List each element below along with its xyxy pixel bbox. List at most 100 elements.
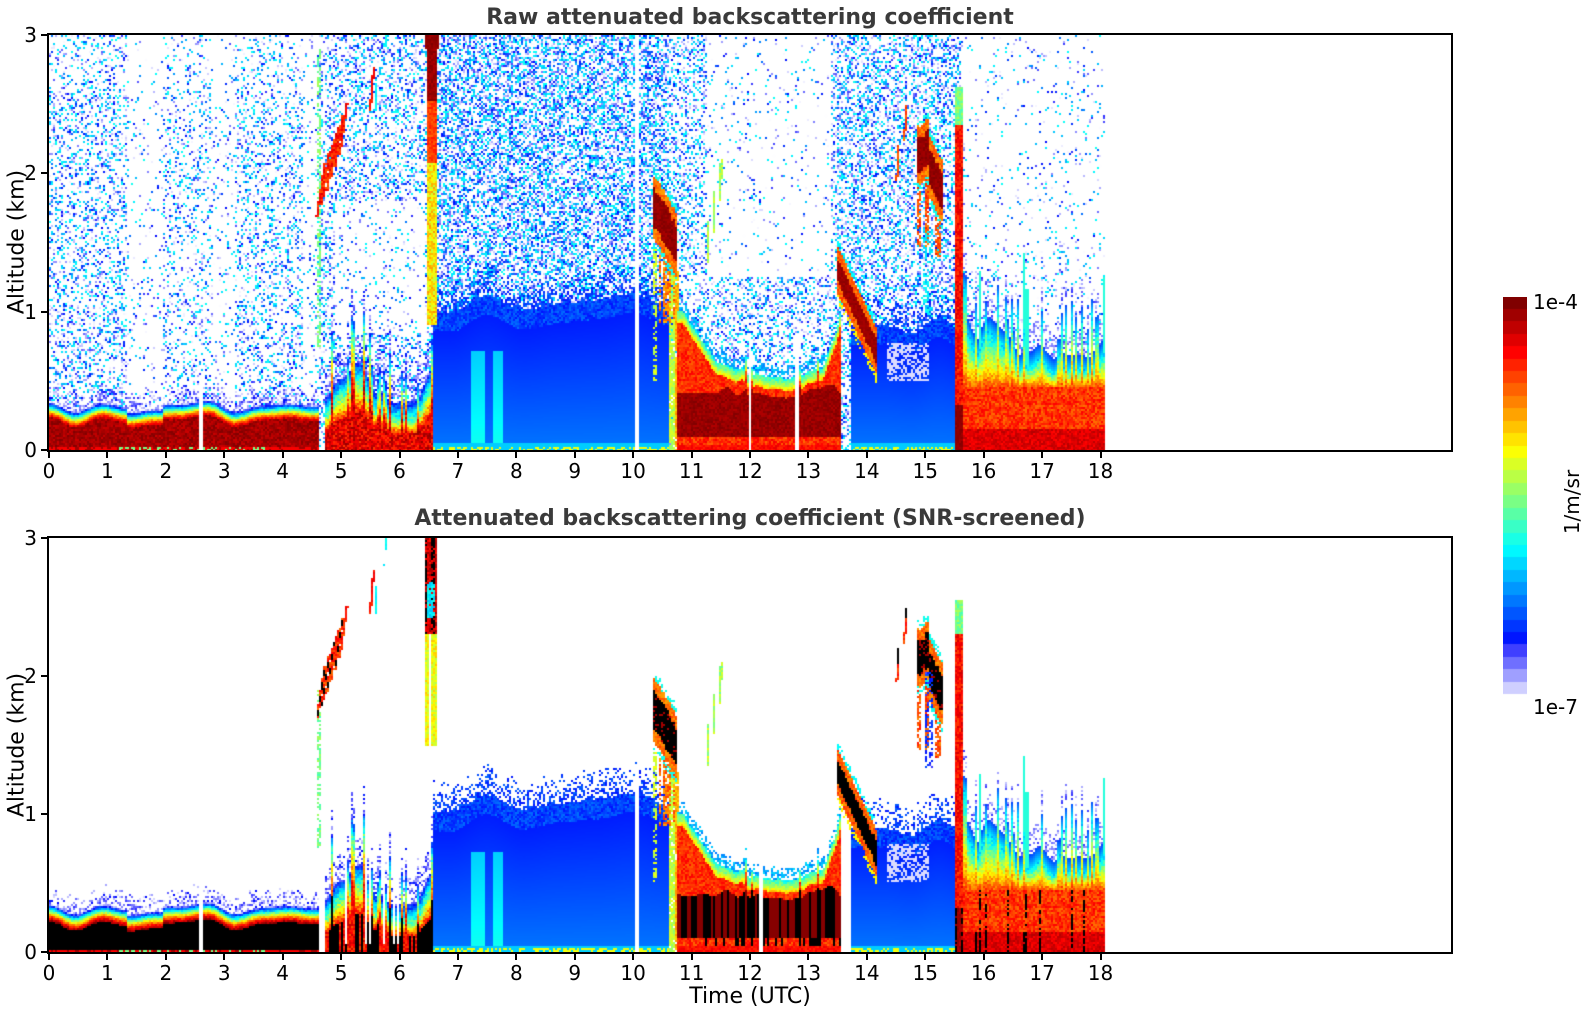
x-tick-label: 14 xyxy=(854,459,880,483)
x-tick xyxy=(281,952,284,960)
x-tick-label: 10 xyxy=(620,459,646,483)
x-tick-label: 18 xyxy=(1087,961,1114,985)
x-tick xyxy=(807,450,810,458)
y-tick xyxy=(41,449,49,451)
x-tick xyxy=(340,450,343,458)
x-tick xyxy=(106,952,109,960)
x-tick-label: 17 xyxy=(1029,459,1055,483)
x-tick-label: 1 xyxy=(101,459,114,483)
x-tick-label: 4 xyxy=(276,459,290,483)
x-tick-label: 17 xyxy=(1029,961,1055,985)
y-tick xyxy=(41,675,49,677)
x-tick-label: 18 xyxy=(1087,459,1114,483)
x-tick-label: 13 xyxy=(795,961,822,985)
x-tick-label: 16 xyxy=(970,961,997,985)
x-tick xyxy=(456,952,459,960)
x-tick-label: 1 xyxy=(101,961,114,985)
x-tick-label: 15 xyxy=(912,961,938,985)
x-tick-label: 0 xyxy=(42,961,56,985)
x-tick xyxy=(515,450,518,458)
x-tick-label: 10 xyxy=(620,961,646,985)
x-tick-label: 3 xyxy=(217,459,231,483)
raw-y-axis-label: Altitude (km) xyxy=(4,169,30,315)
x-tick-label: 12 xyxy=(737,459,763,483)
x-tick xyxy=(106,450,109,458)
x-tick xyxy=(164,450,167,458)
x-tick xyxy=(924,450,927,458)
x-tick-label: 4 xyxy=(276,961,290,985)
x-tick xyxy=(982,450,985,458)
raw-backscatter-heatmap xyxy=(49,35,1451,450)
colorbar-unit-label: 1/m/sr xyxy=(1560,469,1584,535)
x-tick xyxy=(573,450,576,458)
y-tick xyxy=(41,34,49,36)
x-tick xyxy=(515,952,518,960)
x-tick-label: 15 xyxy=(912,459,938,483)
y-tick-label: 0 xyxy=(24,940,37,964)
y-tick-label: 0 xyxy=(24,438,37,462)
x-tick-label: 2 xyxy=(159,459,173,483)
x-tick xyxy=(223,450,226,458)
x-tick xyxy=(807,952,810,960)
screened-y-axis-label: Altitude (km) xyxy=(4,672,30,818)
x-tick-label: 13 xyxy=(795,459,822,483)
colorbar xyxy=(1503,297,1527,707)
y-tick-label: 2 xyxy=(24,664,37,688)
x-axis-label: Time (UTC) xyxy=(689,984,811,1009)
x-tick xyxy=(48,450,50,458)
x-tick xyxy=(340,952,343,960)
x-tick xyxy=(1099,450,1102,458)
x-tick xyxy=(924,952,927,960)
x-tick-label: 5 xyxy=(334,961,348,985)
x-tick-label: 7 xyxy=(451,459,465,483)
x-tick-label: 8 xyxy=(509,961,523,985)
y-tick-label: 2 xyxy=(24,161,37,186)
x-tick-label: 0 xyxy=(42,459,56,483)
x-tick-label: 6 xyxy=(393,459,406,483)
x-tick xyxy=(1041,952,1044,960)
x-tick xyxy=(632,450,635,458)
x-tick xyxy=(398,952,401,960)
x-tick xyxy=(1099,952,1102,960)
y-tick-label: 3 xyxy=(24,23,37,47)
plot-screened-title: Attenuated backscattering coefficient (S… xyxy=(414,506,1086,531)
x-tick-label: 12 xyxy=(737,961,763,985)
x-tick xyxy=(164,952,167,960)
x-tick-label: 2 xyxy=(159,961,173,985)
x-tick xyxy=(749,952,751,960)
y-tick xyxy=(41,172,49,175)
x-tick xyxy=(1041,450,1044,458)
x-tick xyxy=(456,450,459,458)
y-tick xyxy=(41,537,49,539)
x-tick-label: 8 xyxy=(509,459,523,483)
x-tick-label: 11 xyxy=(678,459,705,483)
x-tick xyxy=(48,952,50,960)
screened-backscatter-heatmap xyxy=(49,538,1451,952)
colorbar-min-label: 1e-7 xyxy=(1533,695,1578,719)
y-tick xyxy=(41,951,49,953)
x-tick xyxy=(865,450,868,458)
x-tick xyxy=(865,952,868,960)
x-tick-label: 5 xyxy=(334,459,348,483)
x-tick-label: 7 xyxy=(451,961,465,985)
x-tick xyxy=(398,450,401,458)
x-tick xyxy=(281,450,284,458)
x-tick-label: 14 xyxy=(854,961,880,985)
x-tick-label: 9 xyxy=(568,459,582,483)
plot-raw-title: Raw attenuated backscattering coefficien… xyxy=(486,5,1014,30)
y-tick-label: 3 xyxy=(24,526,37,550)
y-tick-label: 1 xyxy=(24,802,37,826)
x-tick xyxy=(632,952,635,960)
y-tick xyxy=(41,310,49,313)
x-tick-label: 3 xyxy=(217,961,231,985)
x-tick xyxy=(573,952,576,960)
x-tick xyxy=(982,952,985,960)
colorbar-max-label: 1e-4 xyxy=(1533,290,1578,314)
x-tick-label: 16 xyxy=(970,459,997,483)
x-tick xyxy=(690,450,693,458)
x-tick-label: 11 xyxy=(678,961,705,985)
x-tick xyxy=(690,952,693,960)
x-tick xyxy=(223,952,226,960)
x-tick-label: 9 xyxy=(568,961,582,985)
